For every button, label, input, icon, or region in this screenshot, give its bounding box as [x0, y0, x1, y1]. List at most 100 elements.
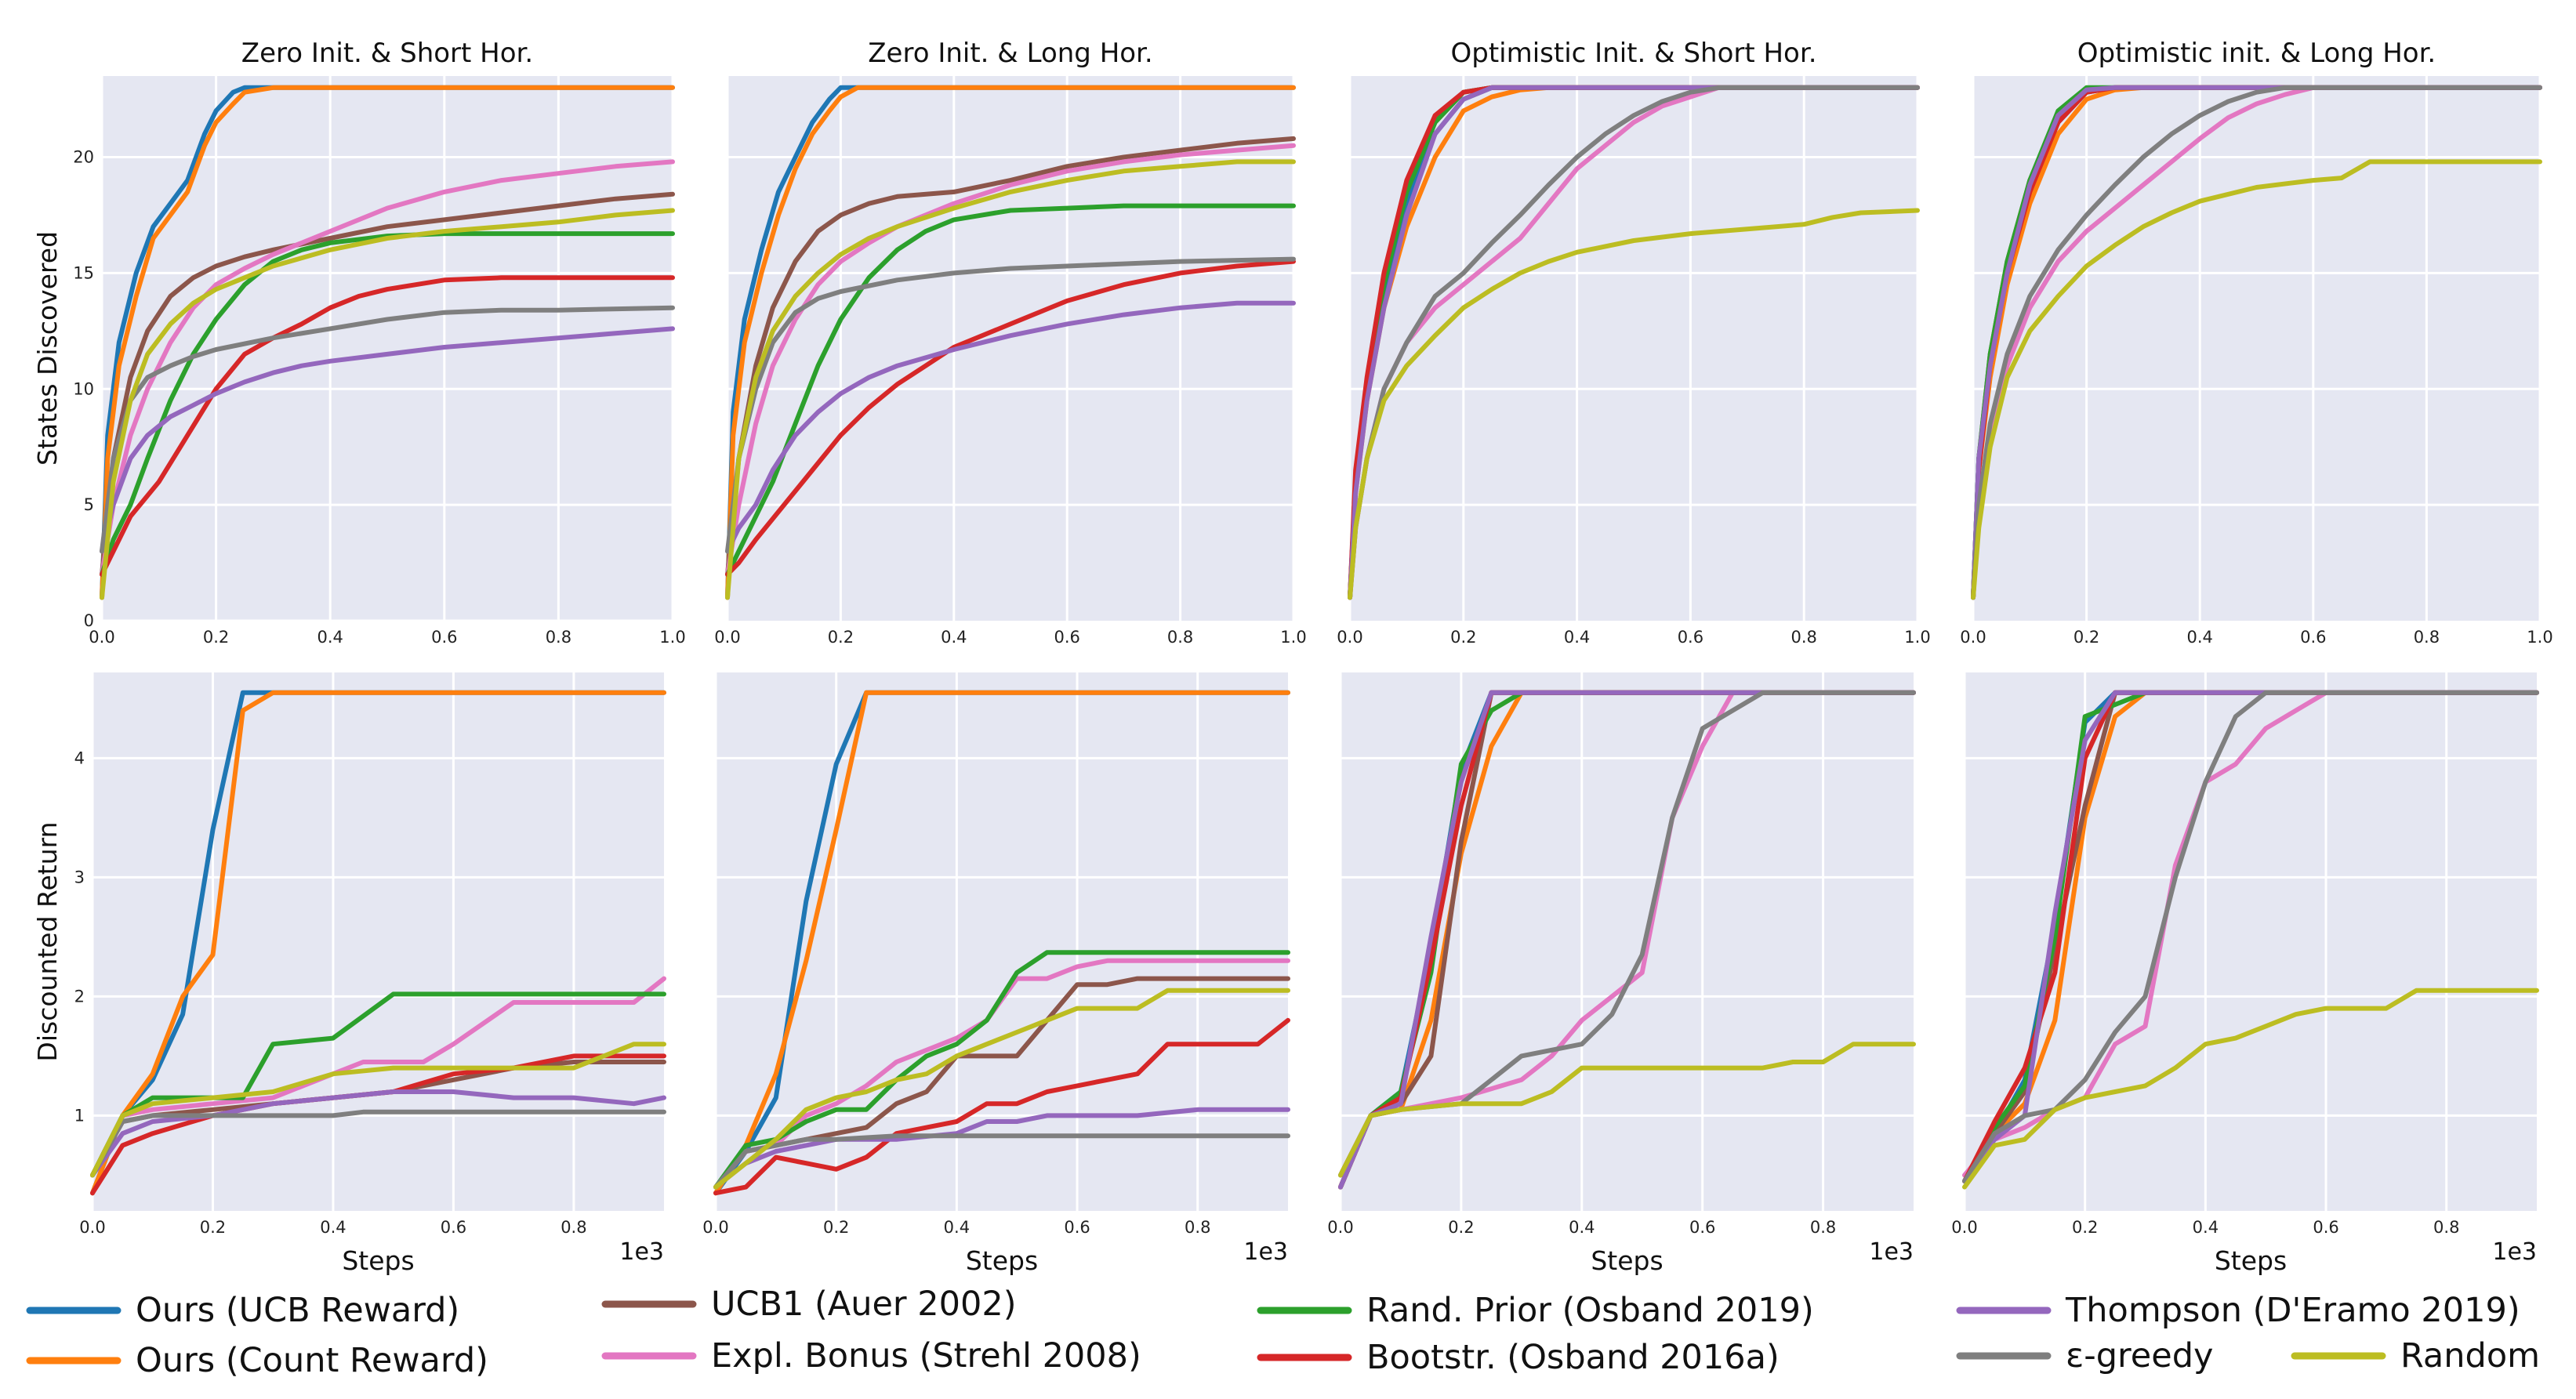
- series-line-boot: [100, 275, 675, 577]
- x-tick-label: 0.2: [2072, 1218, 2098, 1237]
- x-tick-label: 0.6: [1678, 628, 1703, 647]
- x-axis-label: Steps: [342, 1245, 414, 1276]
- x-tick-label: 0.0: [702, 1218, 728, 1237]
- x-tick-label: 0.2: [200, 1218, 226, 1237]
- series-line-random: [1971, 159, 2542, 600]
- series-line-ucb: [100, 85, 675, 600]
- series-line-random: [90, 1042, 666, 1178]
- x-tick-label: 0.2: [1448, 1218, 1474, 1237]
- legend-item-boot: Bootstr. (Osband 2016a): [1257, 1338, 1780, 1377]
- series-line-rand: [725, 203, 1296, 577]
- x-tick-label: 0.8: [2433, 1218, 2459, 1237]
- series-line-count: [725, 85, 1296, 600]
- series-line-egreedy: [1971, 85, 2542, 600]
- legend-item-ucb: Ours (UCB Reward): [26, 1291, 459, 1330]
- y-tick-label: 15: [73, 263, 94, 282]
- legend-label: Ours (Count Reward): [136, 1341, 488, 1380]
- series-line-random: [1338, 1042, 1916, 1178]
- x-tick-label: 0.0: [1327, 1218, 1353, 1237]
- x-tick-label: 0.4: [320, 1218, 346, 1237]
- y-tick-label: 4: [74, 748, 85, 767]
- series-line-expl: [90, 976, 666, 1178]
- series-line-random: [100, 208, 675, 600]
- legend-label: Expl. Bonus (Strehl 2008): [711, 1336, 1141, 1375]
- x-tick-label: 0.6: [1064, 1218, 1090, 1237]
- x-tick-label: 0.4: [317, 628, 343, 647]
- x-tick-label: 0.2: [1450, 628, 1476, 647]
- x-axis-multiplier: 1e3: [1243, 1238, 1288, 1266]
- legend-label: Bootstr. (Osband 2016a): [1366, 1338, 1780, 1377]
- legend-label: UCB1 (Auer 2002): [711, 1285, 1016, 1324]
- x-tick-label: 0.0: [89, 628, 114, 647]
- series-line-egreedy: [725, 256, 1296, 554]
- series-line-count: [713, 690, 1290, 1196]
- x-axis-multiplier: 1e3: [2492, 1238, 2537, 1266]
- panel-title: Zero Init. & Short Hor.: [241, 38, 533, 69]
- y-tick-label: 5: [84, 495, 94, 514]
- legend-item-expl: Expl. Bonus (Strehl 2008): [601, 1336, 1141, 1375]
- plot-area: [93, 672, 664, 1211]
- x-tick-label: 0.4: [944, 1218, 970, 1237]
- series-line-random: [725, 159, 1296, 600]
- x-axis-label: Steps: [966, 1245, 1038, 1276]
- x-tick-label: 0.8: [1167, 628, 1193, 647]
- panel-3: 0.0 0.2 0.4 0.6 0.8 1.0 Optimistic Init. & Sho…: [1337, 38, 1930, 647]
- series-line-boot: [713, 1017, 1290, 1196]
- x-tick-label: 0.8: [561, 1218, 586, 1237]
- series-line-ucb1: [725, 136, 1296, 577]
- plot-area: [1350, 76, 1917, 621]
- x-axis-label: Steps: [1591, 1245, 1663, 1276]
- legend-label: Ours (UCB Reward): [136, 1291, 459, 1330]
- x-tick-label: 0.0: [714, 628, 740, 647]
- legend: Ours (UCB Reward) Ours (Count Reward) UCB1…: [26, 1285, 2540, 1380]
- x-tick-label: 0.6: [431, 628, 457, 647]
- series-line-random: [1962, 988, 2539, 1190]
- panel-7: 0.0 0.2 0.4 0.6 0.8 Steps 1e3: [1327, 672, 1916, 1276]
- legend-label: ε-greedy: [2066, 1336, 2213, 1375]
- y-tick-label: 3: [74, 868, 85, 886]
- x-tick-label: 0.8: [1185, 1218, 1210, 1237]
- series-line-thomp: [1962, 690, 2539, 1183]
- x-tick-label: 0.4: [941, 628, 967, 647]
- x-axis-label: Steps: [2215, 1245, 2287, 1276]
- y-tick-label: 2: [74, 987, 85, 1006]
- x-tick-label: 0.6: [1054, 628, 1079, 647]
- series-line-random: [713, 988, 1290, 1190]
- x-tick-label: 0.6: [441, 1218, 466, 1237]
- x-tick-label: 0.0: [1951, 1218, 1977, 1237]
- x-tick-label: 0.6: [2313, 1218, 2338, 1237]
- x-tick-label: 1.0: [659, 628, 685, 647]
- legend-label: Thompson (D'Eramo 2019): [2065, 1291, 2520, 1330]
- legend-item-ucb1: UCB1 (Auer 2002): [601, 1285, 1016, 1324]
- legend-item-egreedy: ε-greedy: [1956, 1336, 2213, 1375]
- series-line-ucb: [725, 85, 1296, 600]
- plot-area: [1973, 76, 2540, 621]
- legend-item-rand: Rand. Prior (Osband 2019): [1257, 1291, 1814, 1330]
- series-line-expl: [1971, 85, 2542, 600]
- series-line-egreedy: [1962, 690, 2539, 1183]
- x-tick-label: 0.8: [546, 628, 571, 647]
- y-tick-label: 0: [84, 611, 94, 630]
- y-axis-label: Discounted Return: [32, 821, 63, 1061]
- series-line-count: [100, 85, 675, 600]
- x-tick-label: 1.0: [2527, 628, 2552, 647]
- x-axis-multiplier: 1e3: [619, 1238, 664, 1266]
- series-line-thomp: [100, 326, 675, 554]
- panel-1: 0.0 0.2 0.4 0.6 0.8 1.0 0 5 10 15 20 Zero Init. & S…: [32, 38, 686, 647]
- legend-label: Rand. Prior (Osband 2019): [1366, 1291, 1814, 1330]
- x-tick-label: 0.8: [1810, 1218, 1836, 1237]
- x-tick-label: 1.0: [1280, 628, 1306, 647]
- x-tick-label: 0.4: [2186, 628, 2212, 647]
- panel-6: 0.0 0.2 0.4 0.6 0.8 Steps 1e3: [702, 672, 1290, 1276]
- x-tick-label: 0.0: [1960, 628, 1986, 647]
- panel-8: 0.0 0.2 0.4 0.6 0.8 Steps 1e3: [1951, 672, 2539, 1276]
- panel-title: Optimistic init. & Long Hor.: [2077, 38, 2436, 69]
- legend-label: Random: [2400, 1336, 2540, 1375]
- x-tick-label: 1.0: [1904, 628, 1930, 647]
- x-axis-multiplier: 1e3: [1869, 1238, 1914, 1266]
- x-tick-label: 0.2: [203, 628, 229, 647]
- series-line-egreedy: [90, 1109, 666, 1178]
- plot-area: [1341, 672, 1914, 1211]
- series-line-thomp: [1971, 85, 2542, 600]
